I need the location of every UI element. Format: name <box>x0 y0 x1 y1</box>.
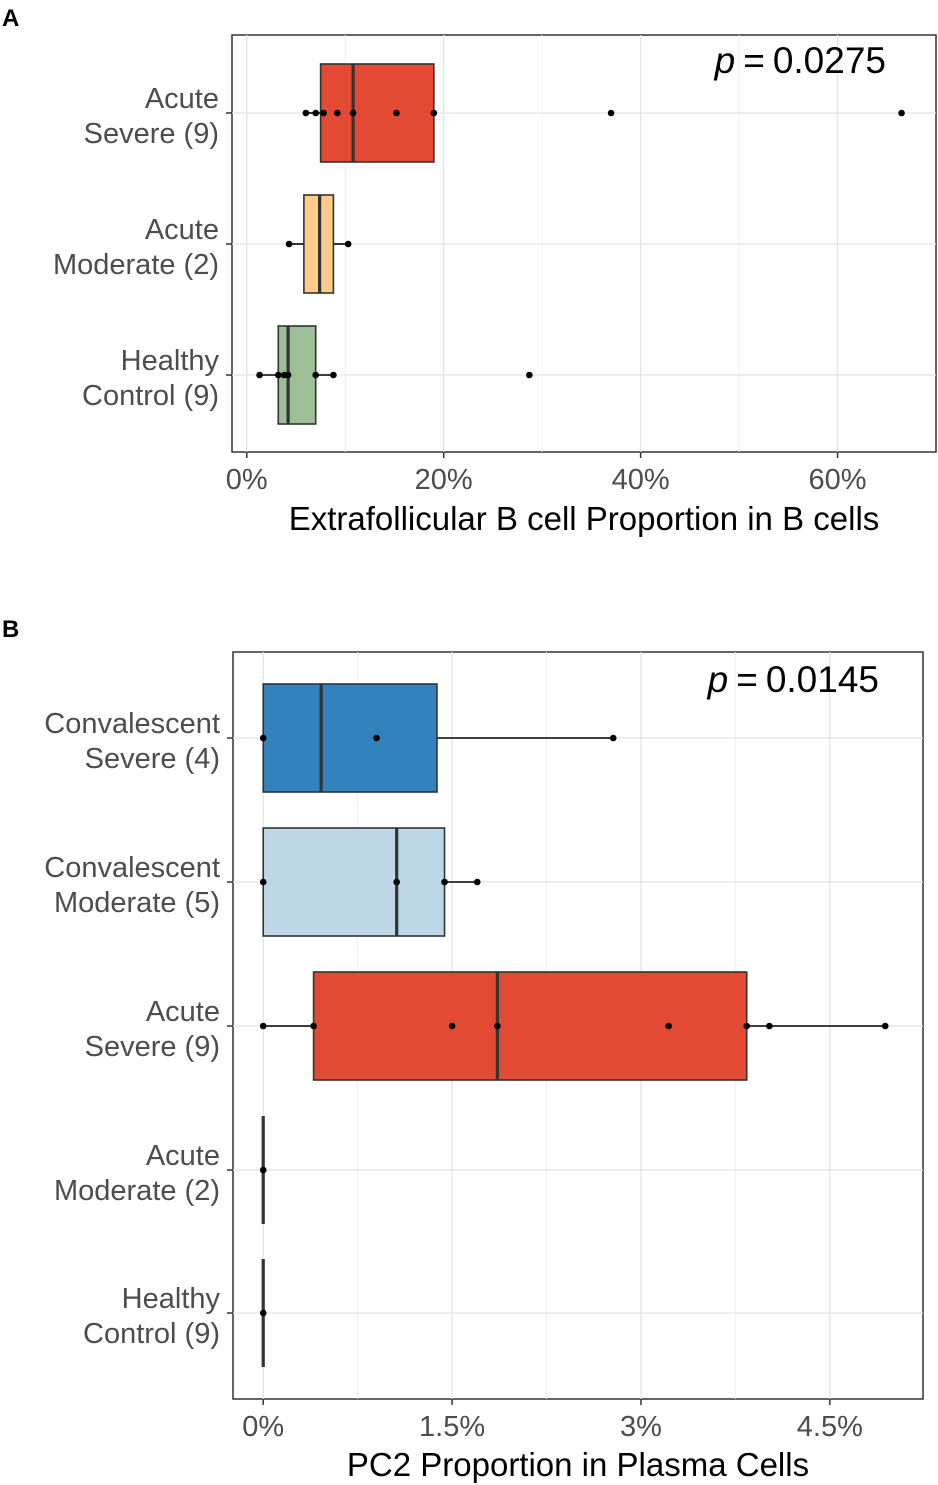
data-point <box>373 734 380 742</box>
box-iqr <box>262 683 438 793</box>
equals-symbol: = <box>736 659 758 700</box>
p-symbol: p <box>714 40 736 81</box>
panel-b-box-group <box>259 1259 267 1367</box>
panel-a-box-group <box>285 194 352 294</box>
data-point <box>259 878 267 886</box>
data-point <box>665 1022 672 1030</box>
panel-b-category-label: Control (9) <box>83 1318 220 1350</box>
data-point <box>494 1022 501 1030</box>
box-iqr <box>262 827 446 937</box>
panel-b-p-value-annotation: p = 0.0145 <box>707 659 879 700</box>
panel-a-x-tick-label: 20% <box>415 464 473 496</box>
panel-b-x-tick-label: 4.5% <box>797 1411 863 1443</box>
panel-b-x-tick-label: 3% <box>620 1411 662 1443</box>
panel-a: A Acute Severe (9) Acute Moderate (2) He… <box>2 5 937 537</box>
panel-a-category-label: Acute <box>145 214 219 246</box>
data-point <box>274 371 282 379</box>
panel-b-letter: B <box>2 616 19 643</box>
panel-b-y-axis: Convalescent Severe (4) Convalescent Mod… <box>44 708 233 1350</box>
data-point <box>526 371 533 379</box>
data-point <box>312 109 319 117</box>
panel-a-y-axis: Acute Severe (9) Acute Moderate (2) Heal… <box>53 83 232 412</box>
data-point <box>259 1309 267 1317</box>
data-point <box>312 371 319 379</box>
data-point <box>284 371 292 379</box>
data-point <box>349 109 357 117</box>
panel-a-box-group <box>302 63 905 163</box>
data-point <box>609 734 617 742</box>
panel-a-x-tick-label: 60% <box>809 464 867 496</box>
equals-symbol: = <box>743 40 765 81</box>
data-point <box>881 1022 889 1030</box>
panel-a-category-label: Acute <box>145 83 219 115</box>
p-symbol: p <box>707 659 729 700</box>
data-point <box>259 734 267 742</box>
panel-a-category-label: Control (9) <box>82 380 219 412</box>
data-point <box>334 109 341 117</box>
panel-a-x-axis: 0% 20% 40% 60% <box>226 464 867 496</box>
panel-b-box-group <box>259 971 889 1081</box>
data-point <box>320 109 327 117</box>
panel-b-category-label: Convalescent <box>44 708 220 740</box>
panel-b: B Convalescent Severe (4) Convalescent M… <box>2 616 924 1483</box>
panel-b-box-group <box>259 683 617 793</box>
panel-a-x-tick-label: 0% <box>226 464 268 496</box>
panel-a-boxes <box>256 63 905 425</box>
data-point <box>259 1022 267 1030</box>
panel-a-p-value-annotation: p = 0.0275 <box>714 40 886 81</box>
panel-a-letter: A <box>2 5 19 32</box>
panel-a-category-label: Severe (9) <box>84 118 219 150</box>
data-point <box>743 1022 751 1030</box>
panel-b-category-label: Acute <box>146 1140 220 1172</box>
panel-b-x-axis-title: PC2 Proportion in Plasma Cells <box>347 1446 809 1483</box>
panel-a-box-group <box>256 325 533 425</box>
panel-a-x-tick-label: 40% <box>612 464 670 496</box>
panel-b-box-group <box>259 1116 267 1224</box>
panel-b-box-group <box>259 827 481 937</box>
panel-b-x-tick-label: 1.5% <box>419 1411 485 1443</box>
data-point <box>473 878 481 886</box>
panel-b-category-label: Severe (4) <box>85 743 220 775</box>
data-point <box>259 1166 267 1174</box>
data-point <box>344 240 352 248</box>
data-point <box>393 878 400 886</box>
data-point <box>766 1022 773 1030</box>
panel-b-x-axis: 0% 1.5% 3% 4.5% <box>242 1411 863 1443</box>
p-value: 0.0275 <box>773 40 886 81</box>
data-point <box>285 240 293 248</box>
panel-a-category-label: Moderate (2) <box>53 249 219 281</box>
panel-b-category-label: Healthy <box>122 1283 221 1315</box>
panel-b-category-label: Acute <box>146 996 220 1028</box>
data-point <box>256 371 263 379</box>
panel-b-category-label: Convalescent <box>44 852 220 884</box>
data-point <box>393 109 400 117</box>
panel-b-category-label: Moderate (5) <box>54 887 220 919</box>
data-point <box>430 109 438 117</box>
panel-b-x-tick-label: 0% <box>242 1411 284 1443</box>
data-point <box>607 109 615 117</box>
data-point <box>448 1022 456 1030</box>
data-point <box>441 878 448 886</box>
p-value: 0.0145 <box>766 659 879 700</box>
data-point <box>302 109 310 117</box>
data-point <box>330 371 337 379</box>
data-point <box>898 109 905 117</box>
panel-a-category-label: Healthy <box>121 345 220 377</box>
panel-b-category-label: Moderate (2) <box>54 1175 220 1207</box>
panel-b-boxes <box>259 683 889 1367</box>
panel-a-x-axis-title: Extrafollicular B cell Proportion in B c… <box>289 500 880 537</box>
box-iqr <box>312 971 748 1081</box>
panel-b-category-label: Severe (9) <box>85 1031 220 1063</box>
data-point <box>310 1022 317 1030</box>
